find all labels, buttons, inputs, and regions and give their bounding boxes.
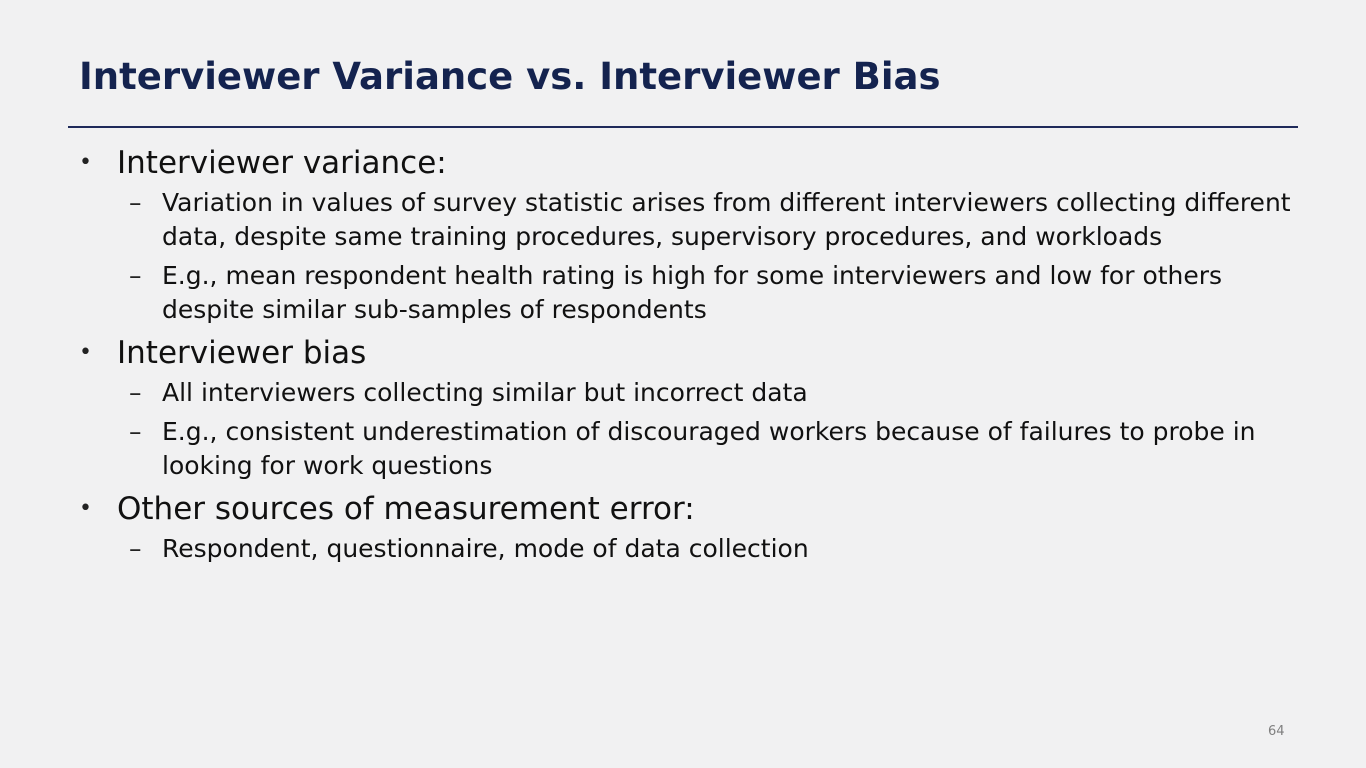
sub-bullet-item: – Variation in values of survey statisti… xyxy=(117,186,1302,254)
sub-bullet-text: E.g., mean respondent health rating is h… xyxy=(162,261,1223,324)
bullet-dot-icon: • xyxy=(79,340,92,365)
sub-bullet-item: – E.g., mean respondent health rating is… xyxy=(117,259,1302,327)
bullet-item-interviewer-bias: • Interviewer bias – All interviewers co… xyxy=(79,332,1309,483)
bullet-text: Interviewer variance: xyxy=(117,145,447,181)
dash-icon: – xyxy=(129,378,142,407)
sub-bullet-item: – E.g., consistent underestimation of di… xyxy=(117,415,1302,483)
sub-bullet-item: – Respondent, questionnaire, mode of dat… xyxy=(117,532,1302,566)
slide-title: Interviewer Variance vs. Interviewer Bia… xyxy=(79,55,941,98)
bullet-dot-icon: • xyxy=(79,150,92,175)
bullet-item-other-sources: • Other sources of measurement error: – … xyxy=(79,488,1309,566)
page-number: 64 xyxy=(1268,724,1285,739)
bullet-text: Other sources of measurement error: xyxy=(117,491,695,527)
bullet-list: • Interviewer variance: – Variation in v… xyxy=(79,142,1309,571)
bullet-item-interviewer-variance: • Interviewer variance: – Variation in v… xyxy=(79,142,1309,327)
bullet-text: Interviewer bias xyxy=(117,335,367,371)
sub-bullet-text: Variation in values of survey statistic … xyxy=(162,188,1291,251)
sub-bullet-list: – Variation in values of survey statisti… xyxy=(117,186,1309,327)
dash-icon: – xyxy=(129,417,142,446)
sub-bullet-text: Respondent, questionnaire, mode of data … xyxy=(162,534,809,563)
dash-icon: – xyxy=(129,261,142,290)
sub-bullet-item: – All interviewers collecting similar bu… xyxy=(117,376,1302,410)
dash-icon: – xyxy=(129,534,142,563)
dash-icon: – xyxy=(129,188,142,217)
title-divider xyxy=(68,126,1298,128)
sub-bullet-list: – All interviewers collecting similar bu… xyxy=(117,376,1309,483)
sub-bullet-text: E.g., consistent underestimation of disc… xyxy=(162,417,1256,480)
bullet-dot-icon: • xyxy=(79,496,92,521)
sub-bullet-list: – Respondent, questionnaire, mode of dat… xyxy=(117,532,1309,566)
sub-bullet-text: All interviewers collecting similar but … xyxy=(162,378,808,407)
